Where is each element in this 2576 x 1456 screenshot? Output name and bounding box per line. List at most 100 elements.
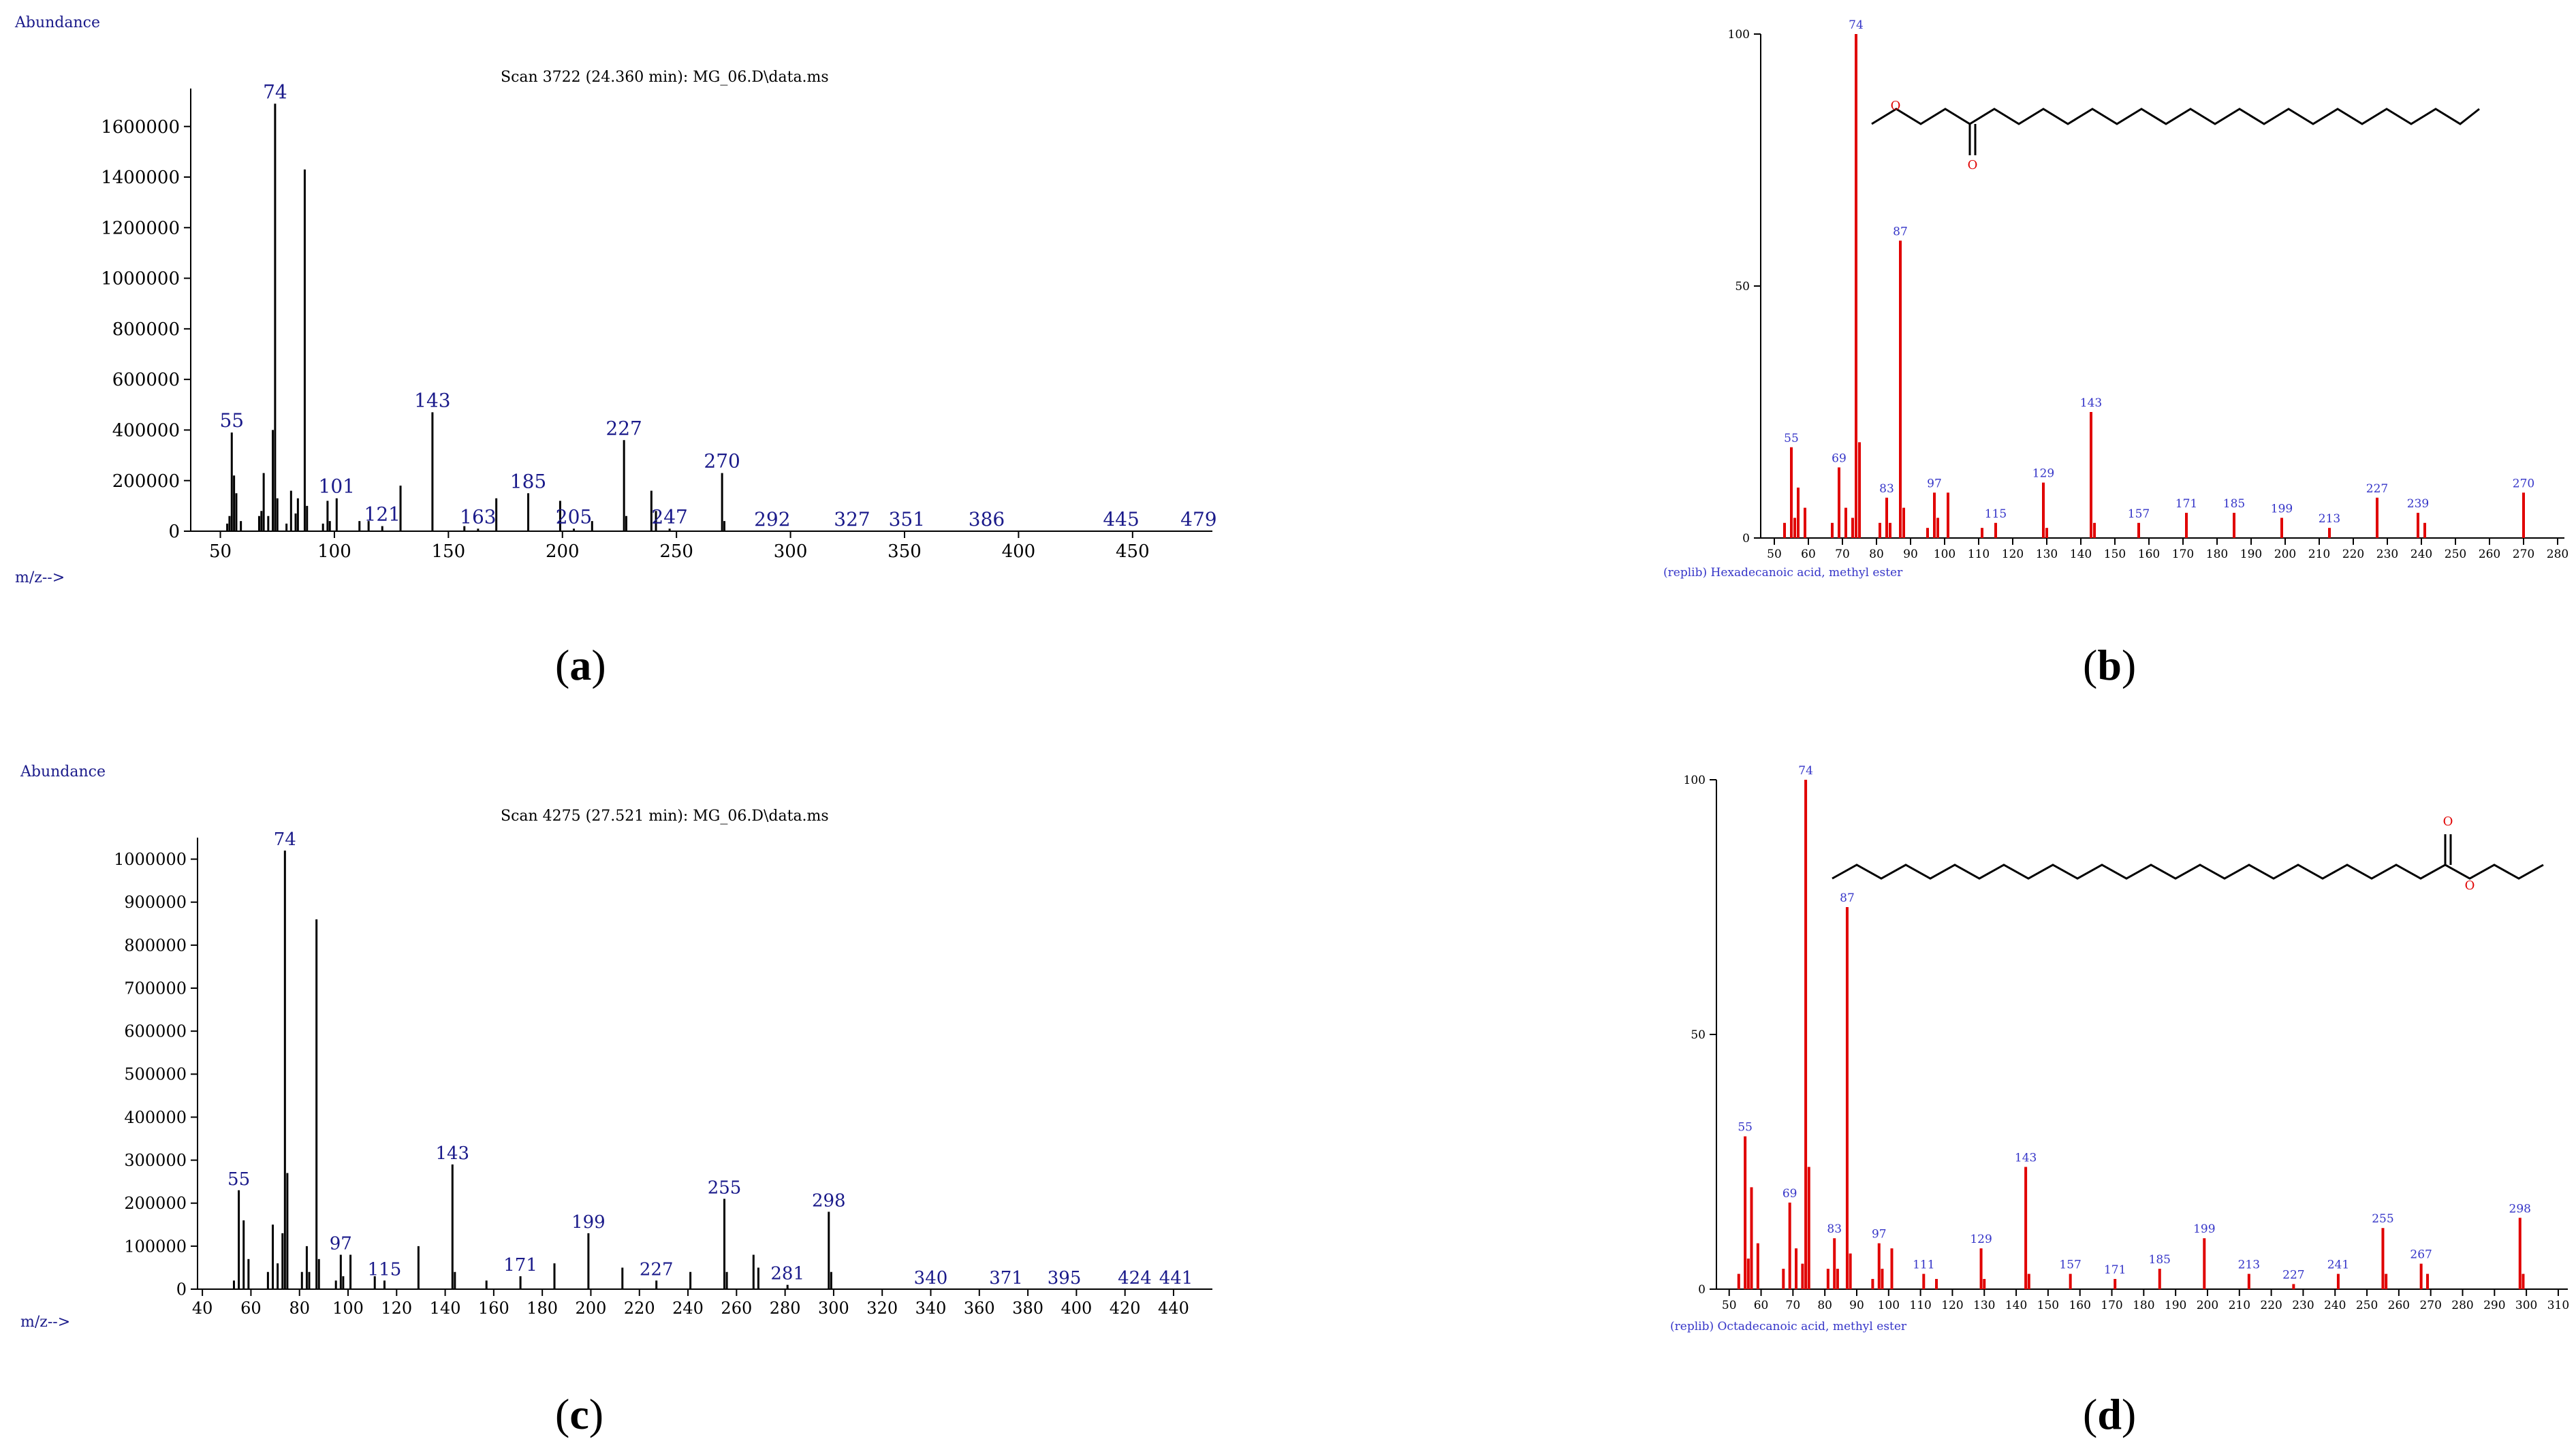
x-tick-label: 300 <box>2515 1299 2537 1312</box>
x-tick-label: 220 <box>2342 548 2364 561</box>
x-tick-label: 80 <box>289 1299 310 1318</box>
x-tick-label: 190 <box>2165 1299 2186 1312</box>
peak-label: 129 <box>1970 1233 1992 1246</box>
peak-label: 171 <box>2176 497 2197 511</box>
y-tick-label: 800000 <box>112 319 180 340</box>
peak-label: 55 <box>1738 1121 1753 1135</box>
mz-axis-label: m/z--> <box>15 569 65 586</box>
x-tick-label: 220 <box>624 1299 655 1318</box>
y-tick-label: 1000000 <box>101 269 180 289</box>
peak-label: 395 <box>1048 1268 1082 1288</box>
peak-label: 213 <box>2238 1259 2260 1272</box>
x-tick-label: 120 <box>2002 548 2024 561</box>
x-tick-label: 100 <box>332 1299 364 1318</box>
structure-octadecanoic-methyl-ester: O O <box>1832 814 2544 893</box>
plot-area-c: 0 100000 200000 300000 400000 500000 600000 700… <box>114 829 1212 1318</box>
peak-label: 327 <box>834 508 870 531</box>
peak-label: 83 <box>1879 482 1894 496</box>
peak-label: 445 <box>1103 508 1139 531</box>
x-tick-label: 440 <box>1158 1299 1189 1318</box>
peak-label: 129 <box>2032 467 2054 481</box>
peak-label: 479 <box>1180 508 1216 531</box>
x-tick-label: 100 <box>1934 548 1955 561</box>
peak-label: 143 <box>414 389 450 411</box>
x-tick-label: 200 <box>2274 548 2296 561</box>
x-tick-label: 250 <box>2445 548 2466 561</box>
x-tick-label: 90 <box>1849 1299 1864 1312</box>
peak-label: 199 <box>2271 502 2293 516</box>
y-tick-label: 50 <box>1735 280 1750 294</box>
y-tick-label: 1000000 <box>114 850 187 869</box>
peak-label: 69 <box>1832 452 1847 465</box>
x-tick-label: 270 <box>2513 548 2534 561</box>
structure-hexadecanoic-methyl-ester: O O <box>1871 99 2480 172</box>
peak-label: 371 <box>989 1268 1023 1288</box>
x-tick-label: 300 <box>818 1299 849 1318</box>
x-tick-label: 280 <box>770 1299 801 1318</box>
y-tick-label: 600000 <box>124 1022 187 1041</box>
peak-label: 298 <box>812 1190 846 1211</box>
x-tick-label: 110 <box>1909 1299 1931 1312</box>
peak-label: 241 <box>2327 1259 2349 1272</box>
x-tick-label: 70 <box>1786 1299 1801 1312</box>
plot-area-d: 0 50 100 50 60 70 80 90 100 110 120 130 140 150 160 170… <box>1684 764 2570 1312</box>
x-tick-label: 210 <box>2229 1299 2250 1312</box>
peak-label: 171 <box>2104 1263 2126 1277</box>
peak-label: 69 <box>1782 1187 1797 1201</box>
peak-label: 185 <box>2223 497 2245 511</box>
x-tick-label: 170 <box>2101 1299 2122 1312</box>
x-tick-label: 320 <box>866 1299 898 1318</box>
x-tick-label: 180 <box>527 1299 558 1318</box>
x-tick-label: 60 <box>1801 548 1816 561</box>
x-tick-label: 280 <box>2451 1299 2473 1312</box>
y-tick-label: 200000 <box>112 471 180 492</box>
x-tick-label: 200 <box>546 541 580 562</box>
x-tick-label: 240 <box>672 1299 704 1318</box>
peak-label: 97 <box>1872 1228 1887 1241</box>
x-tick-label: 140 <box>2005 1299 2027 1312</box>
peak-label: 171 <box>503 1255 537 1276</box>
x-tick-label: 150 <box>432 541 466 562</box>
y-tick-label: 0 <box>1698 1283 1706 1297</box>
x-tick-label: 280 <box>2547 548 2569 561</box>
y-tick-label: 100 <box>1728 28 1750 42</box>
peak-label: 267 <box>2410 1248 2432 1262</box>
peak-label: 143 <box>2080 396 2102 410</box>
peak-label: 55 <box>1784 432 1799 445</box>
library-name: (replib) Hexadecanoic acid, methyl ester <box>1663 566 1903 580</box>
peak-label: 115 <box>1985 507 2007 521</box>
peak-label: 74 <box>263 80 287 103</box>
peak-label: 386 <box>969 508 1005 531</box>
peak-label: 143 <box>2015 1151 2037 1165</box>
panel-label-b: (b) <box>2083 641 2137 689</box>
y-tick-label: 100000 <box>124 1237 187 1256</box>
x-tick-label: 130 <box>1973 1299 1995 1312</box>
x-tick-label: 270 <box>2419 1299 2441 1312</box>
x-tick-label: 210 <box>2308 548 2330 561</box>
x-tick-label: 100 <box>1878 1299 1900 1312</box>
svg-text:O: O <box>2443 814 2453 829</box>
peak-label: 55 <box>219 409 244 432</box>
x-tick-label: 380 <box>1012 1299 1043 1318</box>
x-tick-label: 80 <box>1869 548 1884 561</box>
peak-label: 163 <box>460 505 496 528</box>
peak-label: 213 <box>2319 512 2340 526</box>
y-tick-label: 300000 <box>124 1151 187 1170</box>
y-tick-label: 700000 <box>124 979 187 998</box>
y-tick-label: 1600000 <box>101 117 180 138</box>
x-tick-label: 190 <box>2240 548 2262 561</box>
x-tick-label: 230 <box>2376 548 2398 561</box>
peak-label: 97 <box>1927 477 1942 490</box>
peak-label: 292 <box>754 508 790 531</box>
y-tick-label: 1200000 <box>101 218 180 238</box>
peak-label: 97 <box>330 1233 352 1254</box>
peak-label: 199 <box>571 1212 606 1233</box>
peak-label: 424 <box>1118 1268 1152 1288</box>
x-tick-label: 150 <box>2104 548 2126 561</box>
peak-label: 74 <box>1798 764 1813 778</box>
y-tick-label: 0 <box>168 522 180 542</box>
x-tick-label: 400 <box>1002 541 1036 562</box>
x-tick-label: 50 <box>209 541 232 562</box>
x-tick-label: 70 <box>1835 548 1850 561</box>
x-tick-label: 300 <box>774 541 808 562</box>
